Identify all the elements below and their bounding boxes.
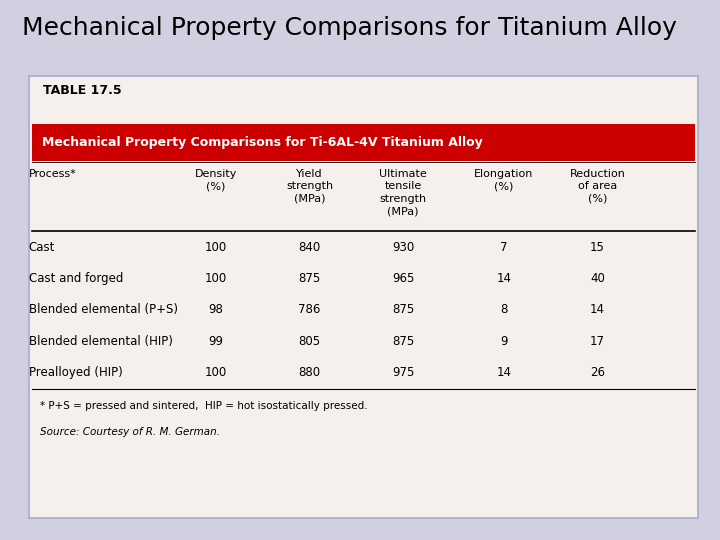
Text: Density
(%): Density (%) [195, 169, 237, 191]
Text: Blended elemental (P+S): Blended elemental (P+S) [29, 303, 178, 316]
Text: Cast and forged: Cast and forged [29, 272, 123, 285]
Text: Mechanical Property Comparisons for Titanium Alloy: Mechanical Property Comparisons for Tita… [22, 16, 677, 40]
Text: 100: 100 [205, 272, 227, 285]
Text: 875: 875 [392, 335, 414, 348]
Text: 17: 17 [590, 335, 605, 348]
Text: 875: 875 [299, 272, 320, 285]
Text: 99: 99 [209, 335, 223, 348]
Text: 8: 8 [500, 303, 508, 316]
Text: Yield
strength
(MPa): Yield strength (MPa) [286, 169, 333, 204]
Text: Cast: Cast [29, 241, 55, 254]
Text: 14: 14 [497, 366, 511, 379]
Text: 100: 100 [205, 366, 227, 379]
Text: Prealloyed (HIP): Prealloyed (HIP) [29, 366, 122, 379]
Text: Elongation
(%): Elongation (%) [474, 169, 534, 191]
Text: 98: 98 [209, 303, 223, 316]
Text: Source: Courtesy of R. M. German.: Source: Courtesy of R. M. German. [40, 427, 220, 437]
Text: Mechanical Property Comparisons for Ti-6AL-4V Titanium Alloy: Mechanical Property Comparisons for Ti-6… [42, 136, 482, 149]
Text: 786: 786 [298, 303, 321, 316]
Text: 975: 975 [392, 366, 415, 379]
Text: * P+S = pressed and sintered,  HIP = hot isostatically pressed.: * P+S = pressed and sintered, HIP = hot … [40, 401, 367, 411]
Text: 930: 930 [392, 241, 414, 254]
Text: 880: 880 [299, 366, 320, 379]
Text: 805: 805 [299, 335, 320, 348]
Text: 15: 15 [590, 241, 605, 254]
Bar [29, 76, 698, 518]
Text: 9: 9 [500, 335, 508, 348]
Text: 40: 40 [590, 272, 605, 285]
Text: Blended elemental (HIP): Blended elemental (HIP) [29, 335, 173, 348]
Text: 14: 14 [590, 303, 605, 316]
Text: TABLE 17.5: TABLE 17.5 [43, 84, 122, 97]
Text: Reduction
of area
(%): Reduction of area (%) [570, 169, 626, 204]
Text: 14: 14 [497, 272, 511, 285]
Text: Process*: Process* [29, 169, 76, 179]
Text: 7: 7 [500, 241, 508, 254]
Text: 26: 26 [590, 366, 605, 379]
Bar [32, 124, 695, 161]
Text: Ultimate
tensile
strength
(MPa): Ultimate tensile strength (MPa) [379, 169, 427, 216]
Text: 840: 840 [299, 241, 320, 254]
Text: 875: 875 [392, 303, 414, 316]
Text: 100: 100 [205, 241, 227, 254]
Text: 965: 965 [392, 272, 415, 285]
